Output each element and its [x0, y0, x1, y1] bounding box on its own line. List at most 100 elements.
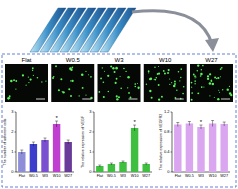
x-tick-label: W3: [120, 174, 126, 178]
y-tick-label: 0.8: [164, 129, 170, 134]
x-tick-label: W27: [64, 174, 72, 178]
cell: [207, 75, 209, 77]
cell: [52, 77, 54, 79]
scale-bar: [175, 99, 184, 100]
scale-bar: [82, 99, 91, 100]
bars: [174, 121, 228, 173]
error-bar: [223, 122, 226, 126]
cell: [195, 76, 196, 77]
y-tick: [171, 172, 173, 173]
cell: [82, 87, 84, 89]
image-bg: [51, 64, 94, 102]
cell: [220, 68, 222, 70]
cell: [222, 89, 223, 90]
cell: [195, 77, 196, 78]
cell: [70, 80, 71, 81]
cell: [71, 80, 73, 82]
x-tick-label: W3: [198, 174, 204, 178]
error-bar: [188, 122, 191, 126]
bar: [174, 125, 181, 173]
cell: [174, 83, 176, 85]
y-tick: [15, 152, 17, 153]
error-bar: [133, 125, 136, 131]
cell: [169, 78, 170, 79]
cell: [191, 82, 193, 84]
y-tick: [93, 152, 95, 153]
cell: [130, 97, 132, 99]
cell: [22, 74, 24, 76]
cell: [168, 69, 170, 71]
cell: [174, 81, 176, 83]
cell: [115, 67, 118, 70]
cell: [191, 92, 193, 94]
cell: [203, 86, 204, 87]
cell: [98, 91, 100, 93]
y-tick: [93, 112, 95, 113]
cell: [154, 67, 156, 69]
bar: [186, 124, 193, 173]
cell: [7, 97, 10, 100]
bar: [53, 124, 60, 172]
cell: [169, 84, 170, 85]
cell: [197, 92, 199, 94]
cell: [103, 81, 105, 83]
cell: [207, 78, 209, 80]
cell: [71, 67, 73, 69]
image-bg: [98, 64, 141, 102]
cell: [88, 74, 89, 75]
cell: [200, 73, 203, 76]
cell: [85, 71, 86, 72]
cell: [41, 81, 42, 82]
cell: [114, 71, 116, 73]
error-bar: [145, 163, 148, 165]
cell: [125, 71, 126, 72]
arrow-head: [205, 38, 219, 52]
y-tick: [171, 112, 173, 113]
bar: [18, 152, 25, 172]
cell: [197, 64, 199, 66]
cell: [196, 70, 198, 72]
cell: [173, 85, 176, 88]
fluorescence-image: [190, 64, 233, 102]
x-tick-label: Flat: [97, 174, 104, 178]
cell: [148, 70, 150, 72]
cell: [134, 83, 136, 85]
cell: [32, 67, 34, 69]
cell: [163, 70, 165, 72]
cell: [194, 83, 195, 84]
cell: [120, 76, 121, 77]
x-tick-label: W10: [131, 174, 139, 178]
bar: [64, 142, 71, 172]
cell: [15, 88, 16, 89]
y-axis: [94, 112, 95, 172]
y-tick-label: 0.4: [164, 149, 170, 154]
y-tick-label: 1.2: [164, 109, 170, 114]
cell: [180, 77, 181, 78]
error-bar: [55, 121, 58, 127]
cell: [179, 80, 180, 81]
cell: [216, 78, 217, 79]
cell: [62, 91, 64, 93]
cell: [55, 65, 57, 67]
cell: [123, 68, 125, 70]
cell: [200, 75, 202, 77]
bar: [41, 140, 48, 172]
y-axis-label: The number of adherent cells: [3, 118, 7, 165]
cell: [110, 66, 112, 68]
y-tick: [171, 132, 173, 133]
error-bar: [67, 140, 70, 144]
cell: [158, 99, 160, 101]
image-label: Flat: [21, 57, 31, 63]
bar: [131, 128, 138, 172]
cell: [164, 73, 166, 75]
cell: [28, 76, 29, 77]
y-tick: [15, 132, 17, 133]
bar-chart: 0123The number of adherent cellsFlatW0.5…: [3, 109, 74, 178]
bar: [119, 162, 126, 172]
cell: [193, 74, 195, 76]
x-tick-label: Flat: [175, 174, 182, 178]
significance-mark: *: [200, 119, 203, 125]
bar: [142, 164, 149, 172]
bar-chart: 00.40.81.2The relative expression of VEG…: [159, 109, 230, 178]
bar: [220, 124, 227, 172]
